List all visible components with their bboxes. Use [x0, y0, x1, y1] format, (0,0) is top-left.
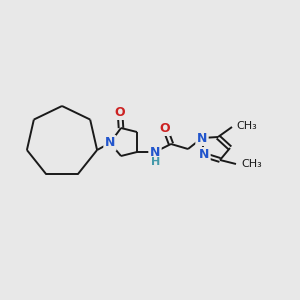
- Text: N: N: [105, 136, 115, 149]
- Text: O: O: [115, 106, 125, 118]
- Text: N: N: [197, 131, 207, 145]
- Text: CH₃: CH₃: [241, 159, 262, 169]
- Text: N: N: [150, 146, 160, 158]
- Text: CH₃: CH₃: [236, 121, 257, 131]
- Text: O: O: [160, 122, 170, 134]
- Text: N: N: [199, 148, 209, 161]
- Text: H: H: [152, 157, 160, 167]
